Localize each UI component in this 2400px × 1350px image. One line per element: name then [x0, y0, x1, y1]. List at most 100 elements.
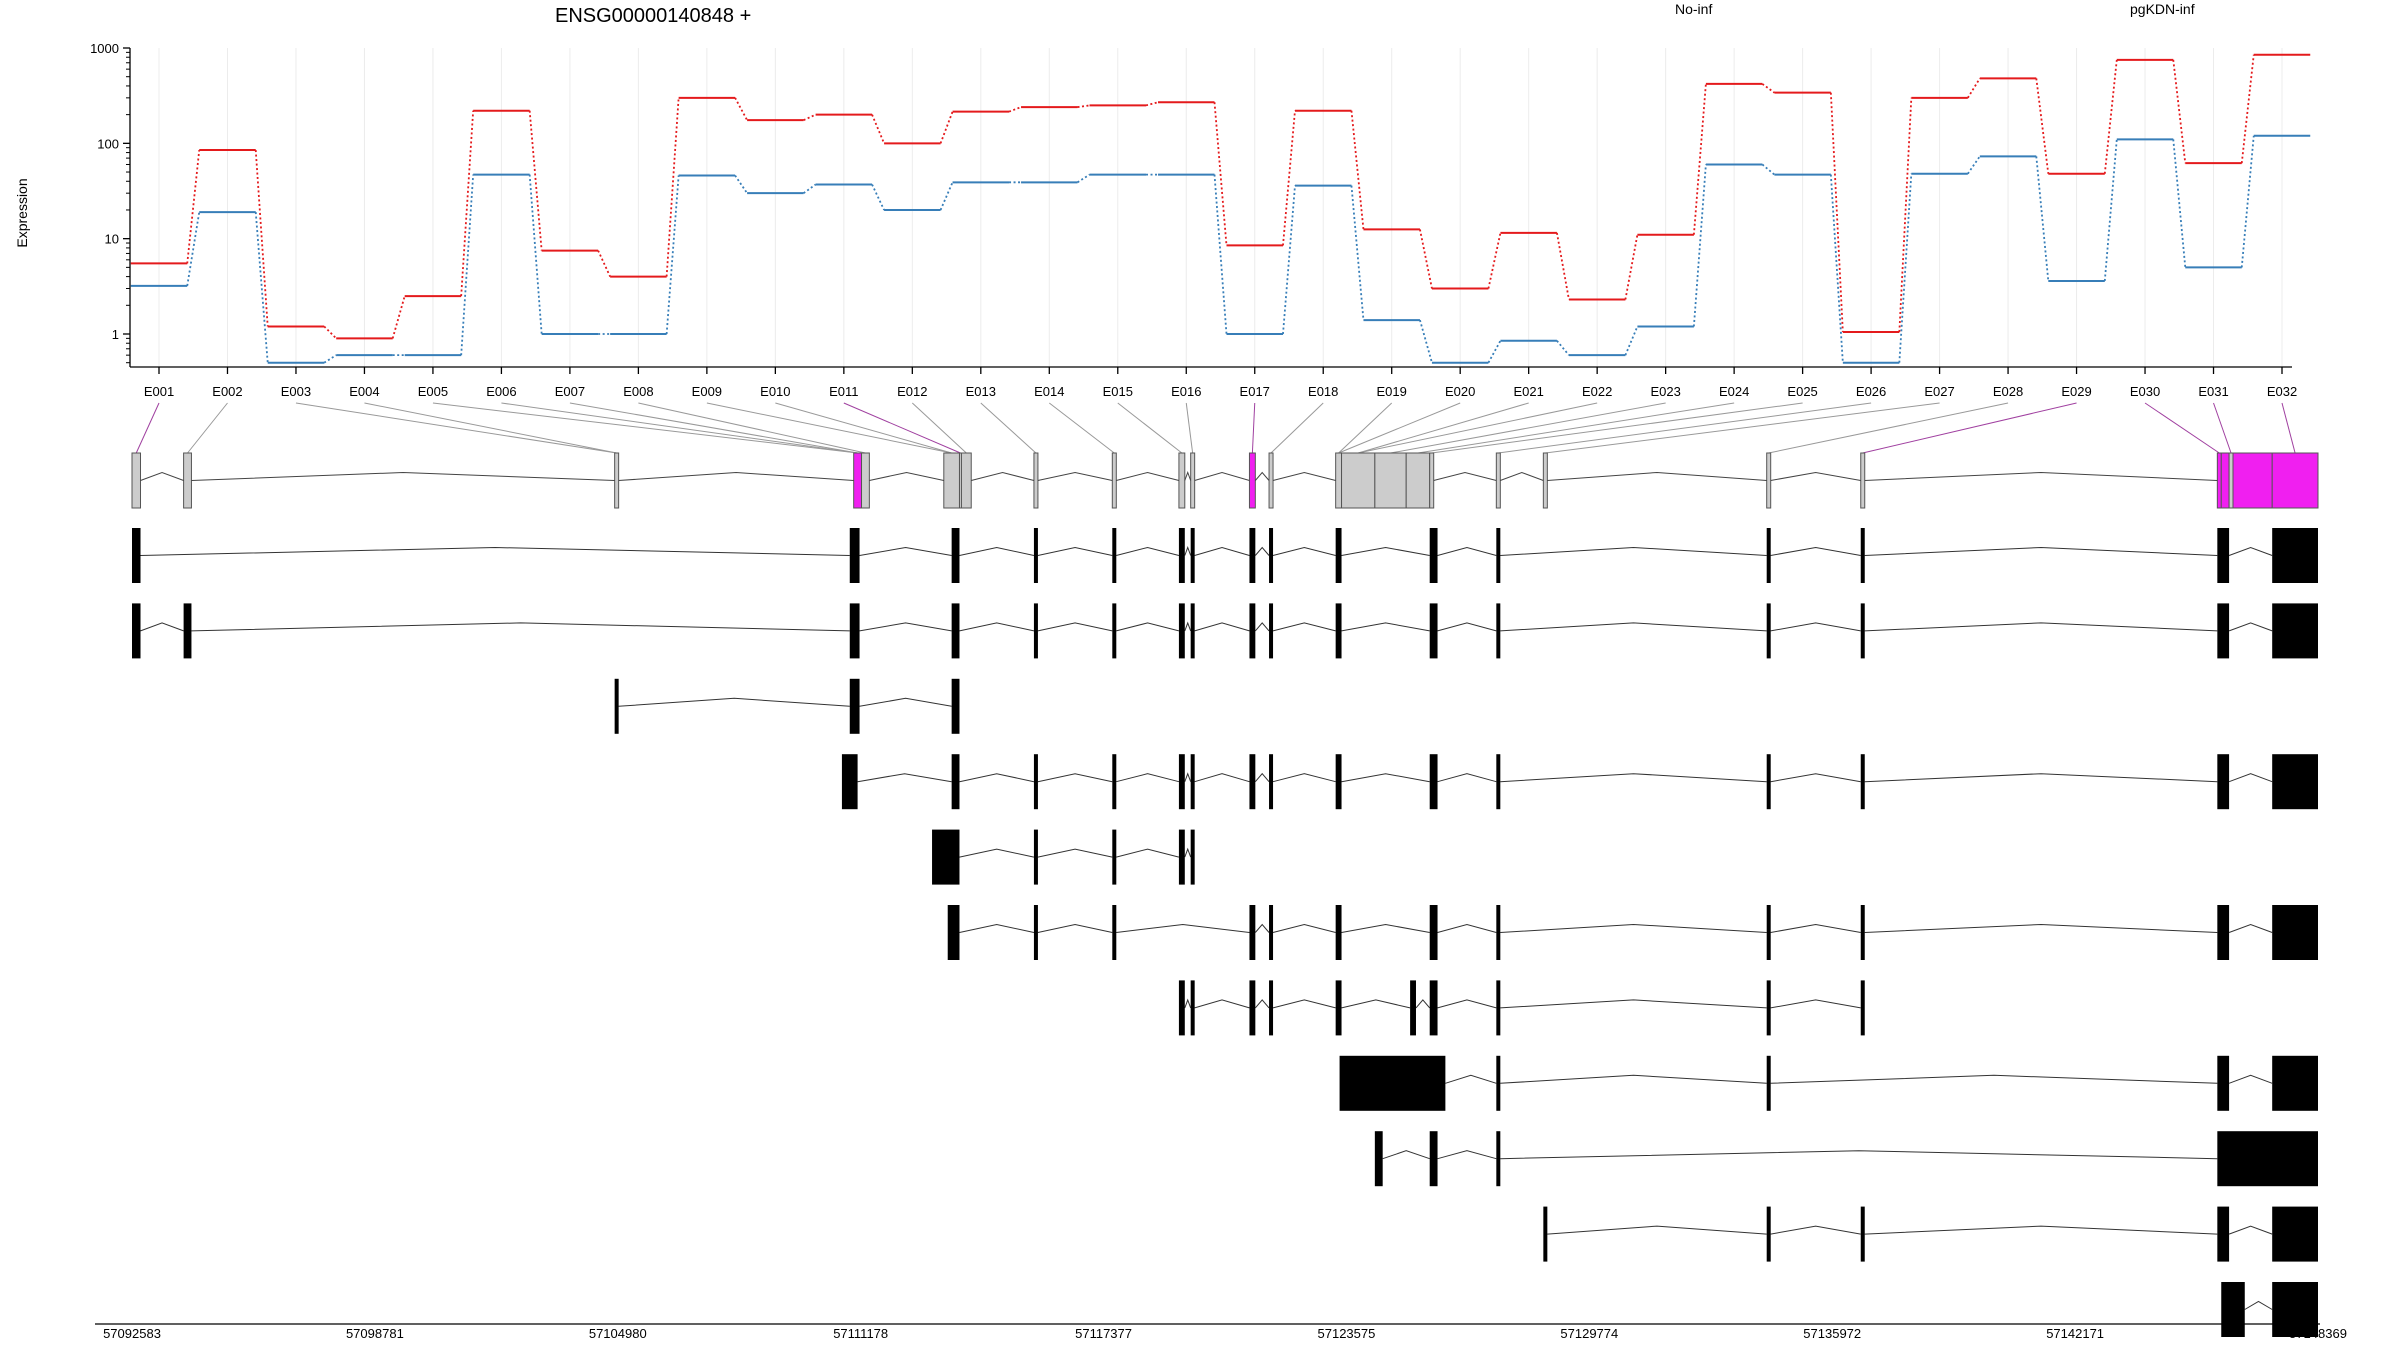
intron-line [1116, 471, 1180, 481]
y-axis-label: Expression [14, 178, 30, 247]
transcript-exon [1766, 1206, 1771, 1262]
exon-connector [1768, 402, 2009, 454]
transcript [1339, 1055, 2318, 1111]
transcript-exon [2217, 905, 2230, 960]
transcript-intron [2228, 1225, 2273, 1235]
exon-connector [1185, 402, 1194, 454]
transcript-exon [1033, 528, 1038, 583]
transcript-intron [1500, 773, 1767, 783]
x-tick-label: E018 [1308, 384, 1338, 399]
transcript-intron [1254, 546, 1270, 556]
transcript-exon [2217, 528, 2230, 583]
transcript-intron [859, 697, 952, 707]
x-tick-label: E003 [281, 384, 311, 399]
transcript-exon [1269, 980, 1274, 1036]
exon-connector [1431, 402, 1803, 454]
series-connector [1077, 173, 1091, 184]
exon-bin [861, 452, 870, 509]
series-connector [1077, 104, 1090, 108]
exon-bin [943, 452, 960, 509]
exon-connector [1338, 402, 1393, 454]
exon-connector [706, 402, 952, 454]
transcript-exon [1178, 528, 1185, 583]
transcript-exon [1429, 528, 1438, 583]
transcript-exon [1190, 528, 1195, 583]
transcript-exon [1178, 829, 1185, 885]
transcript-intron [2228, 773, 2273, 783]
transcript-intron [618, 697, 850, 707]
exon-bin [2216, 452, 2222, 509]
transcript-exon [1335, 603, 1342, 659]
transcript [932, 829, 1195, 885]
transcript-exon [841, 754, 858, 810]
exon-connector [2144, 402, 2220, 454]
transcript-exon [951, 754, 960, 810]
transcript-exon [1178, 603, 1185, 659]
intron-line [971, 471, 1035, 481]
series-connector [803, 113, 816, 121]
exon-connector [1048, 402, 1115, 454]
transcript [132, 603, 2318, 659]
x-tick-label: E005 [418, 384, 448, 399]
transcript-exon [1033, 754, 1038, 810]
transcript-exon [1410, 980, 1416, 1036]
series-connector [1692, 83, 1707, 235]
series-connector [1761, 163, 1775, 176]
series-layer [130, 53, 2311, 364]
exon-connector [1545, 402, 1940, 454]
transcript-intron [1770, 546, 1861, 556]
x-tick-label: E008 [623, 384, 653, 399]
transcript-exon [2272, 603, 2318, 659]
transcript-intron [1116, 546, 1180, 556]
intron-line [140, 471, 184, 481]
exon-bin [1335, 452, 1343, 509]
transcript-exon [1033, 603, 1038, 659]
series-connector [186, 211, 201, 286]
transcript-exon [1335, 528, 1342, 583]
exon-bin [1190, 452, 1196, 509]
x-tick-label: E023 [1650, 384, 1680, 399]
transcript-exon [1374, 1131, 1383, 1187]
transcript-exon [1766, 528, 1771, 583]
exon-bin [1341, 452, 1376, 509]
exon-connector [1270, 402, 1324, 454]
series-No-inf [130, 53, 2311, 340]
series-connector [1761, 83, 1775, 94]
exon-bin [1178, 452, 1186, 509]
series-connector [460, 110, 475, 297]
series-connector [734, 97, 748, 121]
series-connector [1898, 173, 1913, 363]
series-connector [1350, 110, 1365, 230]
transcript-intron [857, 773, 952, 783]
series-pgKDN-inf [130, 134, 2311, 364]
series-connector [1692, 164, 1707, 327]
transcript-exon [1249, 528, 1256, 583]
y-tick-label: 100 [97, 136, 119, 151]
x-tick-label: E021 [1513, 384, 1543, 399]
transcript-intron [140, 622, 184, 632]
transcript-intron [1037, 773, 1113, 783]
transcript [1543, 1206, 2318, 1262]
transcript-intron [1184, 847, 1192, 858]
transcript-intron [959, 622, 1035, 632]
transcript-exon [1860, 603, 1865, 659]
transcript-exon [2272, 1055, 2318, 1111]
transcript-intron [1864, 622, 2218, 632]
transcript-intron [1116, 848, 1180, 858]
transcript-exon [1496, 905, 1501, 960]
series-connector [2172, 139, 2187, 268]
transcript-intron [1500, 999, 1767, 1009]
intron-line [1433, 471, 1497, 481]
transcript-intron [1272, 999, 1336, 1009]
transcript-intron [1037, 546, 1113, 556]
x-tick-label: E016 [1171, 384, 1201, 399]
transcript [1178, 980, 1865, 1036]
transcript-intron [1437, 1150, 1497, 1160]
transcript [132, 528, 2318, 583]
transcript-exon [1178, 754, 1185, 810]
intron-line [1864, 471, 2218, 481]
transcript-intron [1184, 772, 1192, 782]
transcript-exon [1860, 528, 1865, 583]
transcript-exon [1496, 980, 1501, 1036]
exon-connector [1358, 402, 1598, 454]
